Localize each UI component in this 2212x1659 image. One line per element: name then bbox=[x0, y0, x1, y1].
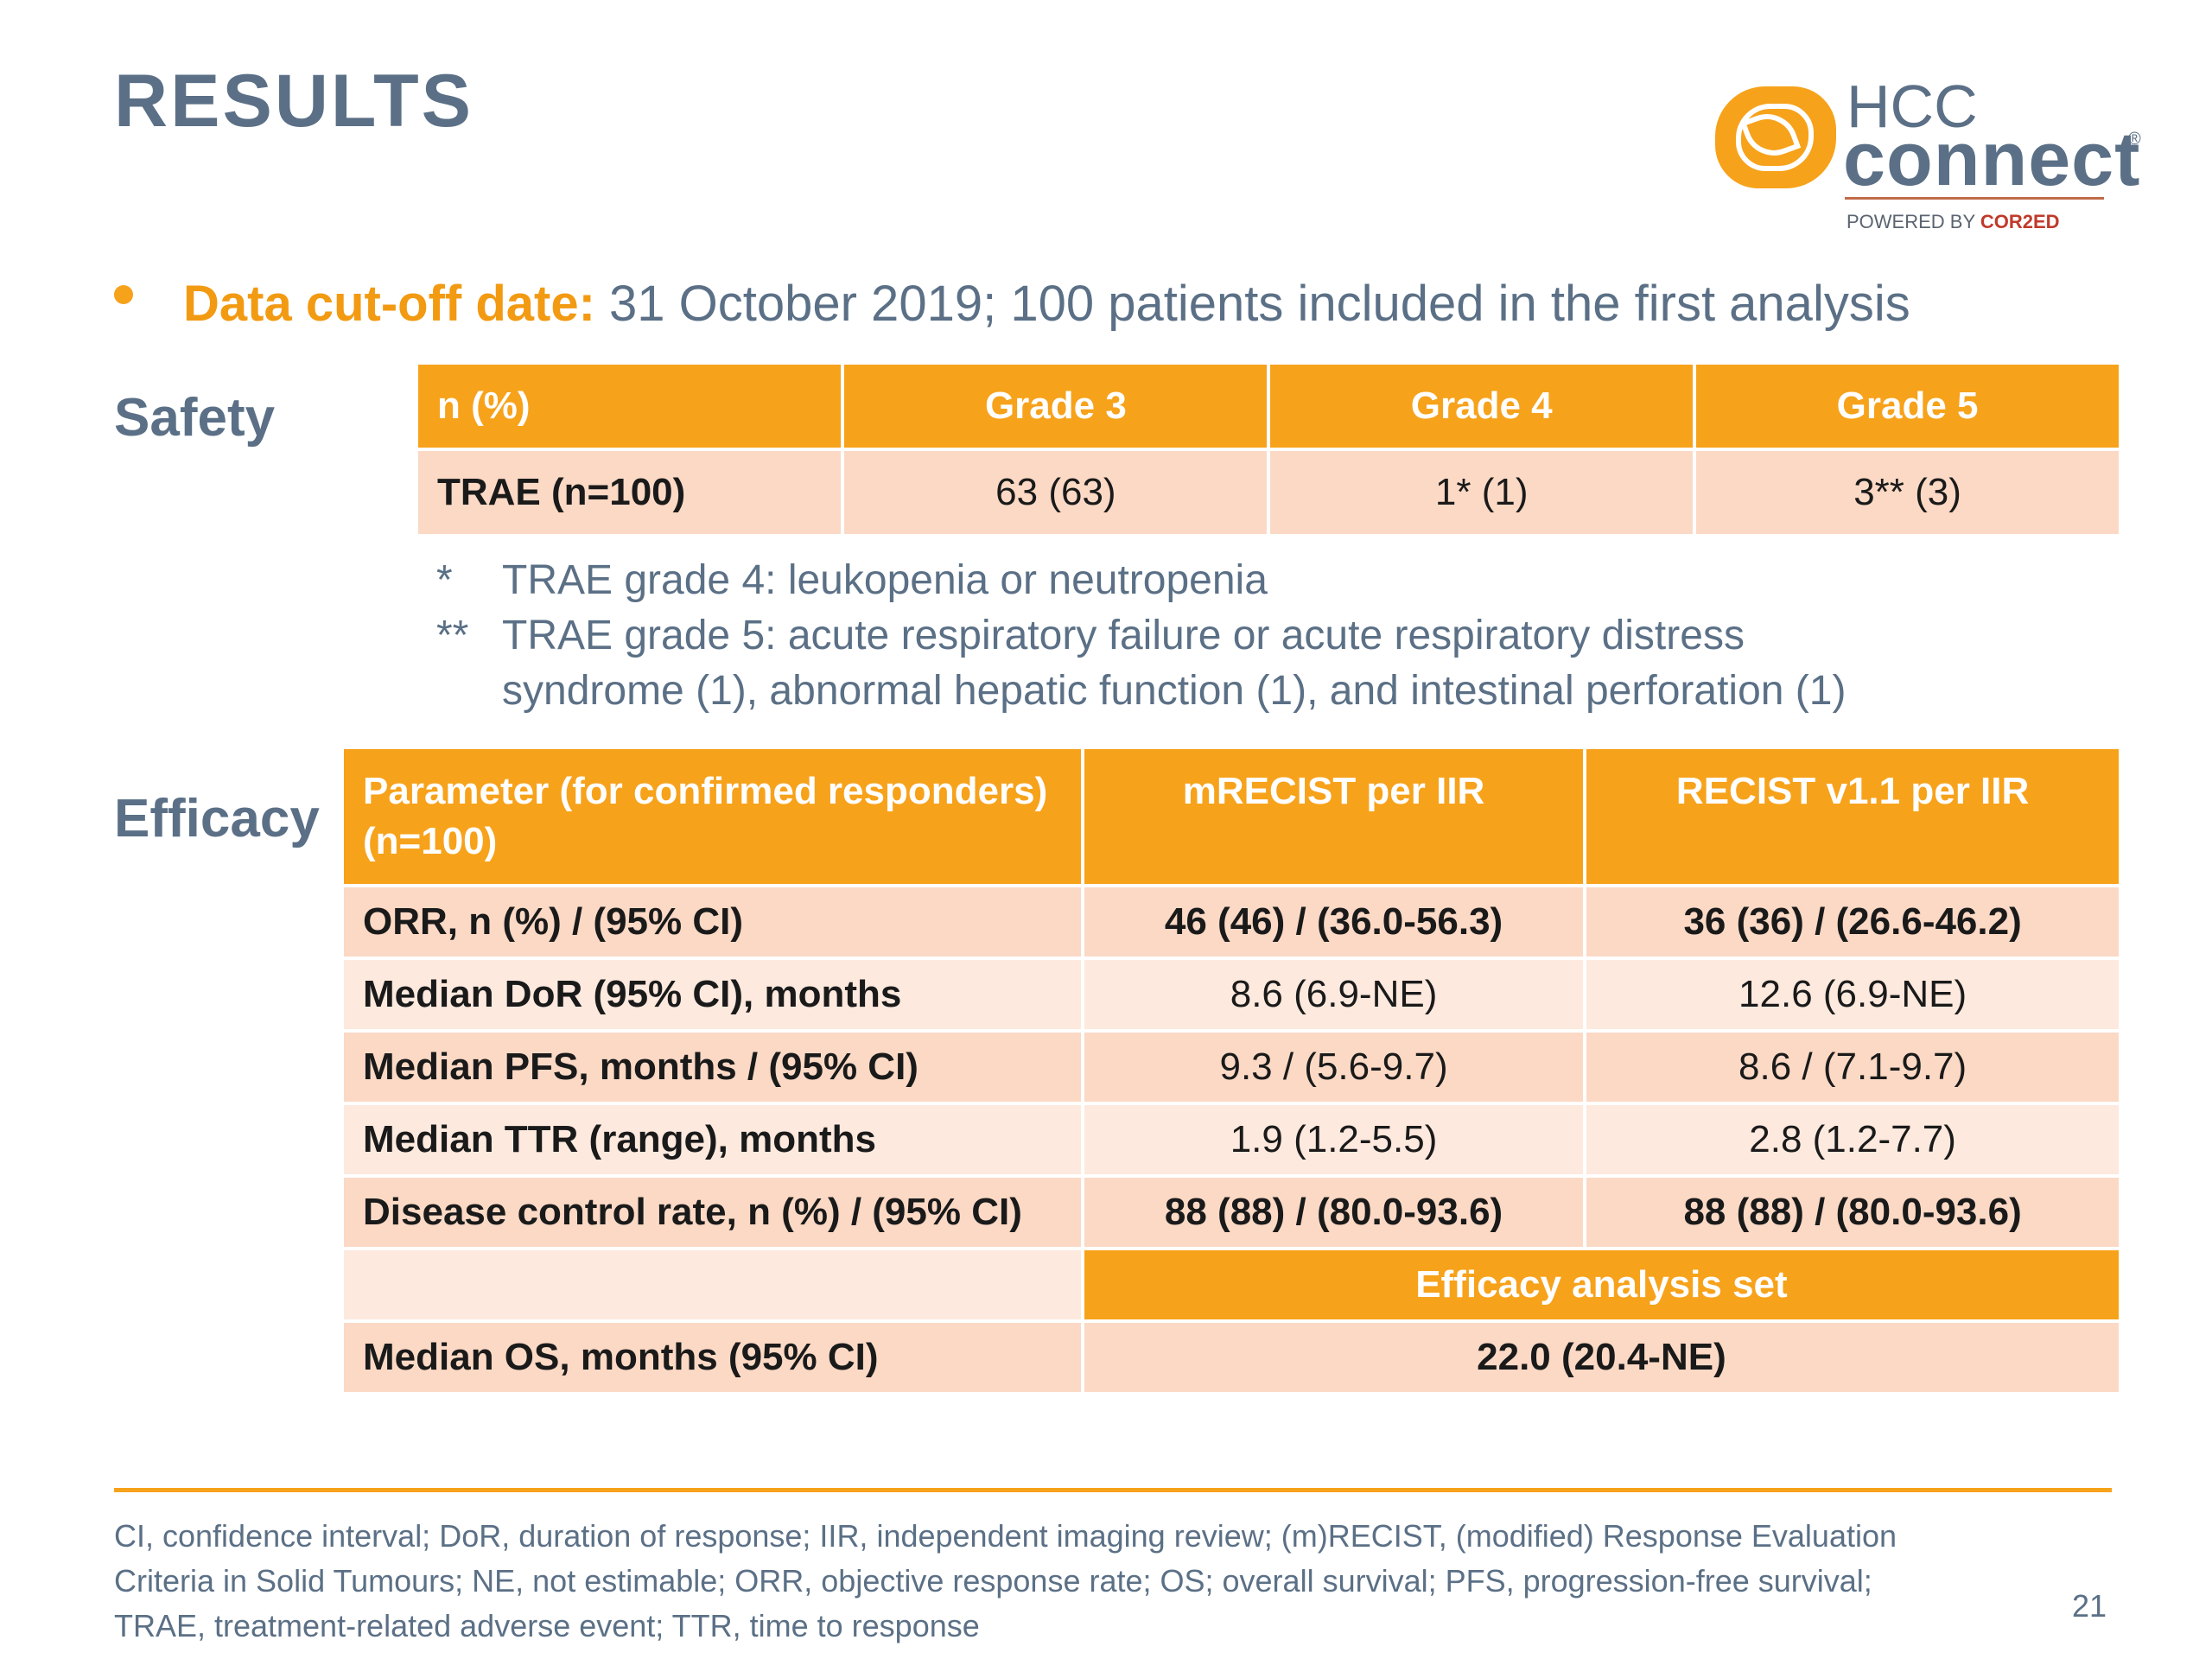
table-row: Median OS, months (95% CI) 22.0 (20.4-NE… bbox=[344, 1323, 2119, 1392]
safety-cell: 1* (1) bbox=[1270, 451, 1694, 534]
page-number: 21 bbox=[2072, 1588, 2107, 1624]
footer-divider bbox=[114, 1488, 2112, 1492]
efficacy-param-cell: Disease control rate, n (%) / (95% CI) bbox=[344, 1178, 1081, 1247]
safety-header-cell: Grade 4 bbox=[1270, 365, 1694, 448]
footnote: * TRAE grade 4: leukopenia or neutropeni… bbox=[436, 553, 1846, 608]
footer-line: Criteria in Solid Tumours; NE, not estim… bbox=[114, 1563, 1872, 1599]
bullet-highlight: Data cut-off date: bbox=[183, 276, 595, 332]
table-row: Median DoR (95% CI), months 8.6 (6.9-NE)… bbox=[344, 960, 2119, 1029]
efficacy-value-cell: 9.3 / (5.6-9.7) bbox=[1084, 1033, 1584, 1102]
table-row: Median PFS, months / (95% CI) 9.3 / (5.6… bbox=[344, 1033, 2119, 1102]
table-row: TRAE (n=100) 63 (63) 1* (1) 3** (3) bbox=[418, 451, 2119, 534]
efficacy-value-cell: 1.9 (1.2-5.5) bbox=[1084, 1105, 1584, 1174]
safety-header-row: n (%) Grade 3 Grade 4 Grade 5 bbox=[418, 365, 2119, 448]
efficacy-header-mrecist: mRECIST per IIR bbox=[1084, 749, 1584, 884]
logo-registered-mark: ® bbox=[2128, 130, 2141, 149]
table-row: Disease control rate, n (%) / (95% CI) 8… bbox=[344, 1178, 2119, 1247]
footnote-text: TRAE grade 4: leukopenia or neutropenia bbox=[502, 557, 1268, 603]
logo-leaf-icon bbox=[1715, 86, 1836, 188]
bullet-text: 31 October 2019; 100 patients included i… bbox=[594, 276, 1910, 332]
footer-line: CI, confidence interval; DoR, duration o… bbox=[114, 1518, 1897, 1554]
efficacy-value-cell: 2.8 (1.2-7.7) bbox=[1586, 1105, 2119, 1174]
safety-header-cell: Grade 5 bbox=[1696, 365, 2119, 448]
footnote: syndrome (1), abnormal hepatic function … bbox=[436, 664, 1846, 719]
bullet-icon bbox=[114, 285, 133, 304]
efficacy-analysis-set-header: Efficacy analysis set bbox=[1084, 1250, 2119, 1319]
logo-connect-text: connect bbox=[1843, 116, 2141, 201]
safety-section-label: Safety bbox=[114, 388, 276, 448]
footnote-mark: * bbox=[436, 557, 453, 603]
empty-cell bbox=[344, 1250, 1081, 1319]
footnote-text: TRAE grade 5: acute respiratory failure … bbox=[502, 613, 1745, 658]
page-title: RESULTS bbox=[114, 60, 474, 143]
safety-cell: TRAE (n=100) bbox=[418, 451, 842, 534]
footnote-mark: ** bbox=[436, 613, 469, 658]
efficacy-table: Parameter (for confirmed responders) (n=1… bbox=[340, 746, 2122, 1395]
safety-cell: 3** (3) bbox=[1696, 451, 2119, 534]
efficacy-param-cell: Median TTR (range), months bbox=[344, 1105, 1081, 1174]
efficacy-value-cell: 46 (46) / (36.0-56.3) bbox=[1084, 887, 1584, 957]
efficacy-param-cell: Median PFS, months / (95% CI) bbox=[344, 1033, 1081, 1102]
efficacy-header-recist: RECIST v1.1 per IIR bbox=[1586, 749, 2119, 884]
table-row: ORR, n (%) / (95% CI) 46 (46) / (36.0-56… bbox=[344, 887, 2119, 957]
efficacy-value-cell: 8.6 (6.9-NE) bbox=[1084, 960, 1584, 1029]
safety-table: n (%) Grade 3 Grade 4 Grade 5 TRAE (n=10… bbox=[415, 361, 2122, 537]
logo-divider bbox=[1845, 197, 2104, 200]
abbreviations-footer: CI, confidence interval; DoR, duration o… bbox=[114, 1514, 2050, 1649]
efficacy-value-cell: 88 (88) / (80.0-93.6) bbox=[1586, 1178, 2119, 1247]
efficacy-param-cell: ORR, n (%) / (95% CI) bbox=[344, 887, 1081, 957]
table-row: Median TTR (range), months 1.9 (1.2-5.5)… bbox=[344, 1105, 2119, 1174]
safety-header-cell: Grade 3 bbox=[844, 365, 1268, 448]
safety-cell: 63 (63) bbox=[844, 451, 1268, 534]
safety-header-cell: n (%) bbox=[418, 365, 842, 448]
data-cutoff-bullet: Data cut-off date: 31 October 2019; 100 … bbox=[183, 275, 1910, 333]
efficacy-value-cell: 88 (88) / (80.0-93.6) bbox=[1084, 1178, 1584, 1247]
logo-powered-by: POWERED BY COR2ED bbox=[1847, 211, 2060, 232]
analysis-set-row: Efficacy analysis set bbox=[344, 1250, 2119, 1319]
efficacy-param-cell: Median DoR (95% CI), months bbox=[344, 960, 1081, 1029]
footnote: ** TRAE grade 5: acute respiratory failu… bbox=[436, 608, 1846, 664]
efficacy-value-cell: 36 (36) / (26.6-46.2) bbox=[1586, 887, 2119, 957]
hcc-connect-logo: HCC connect ® POWERED BY COR2ED bbox=[1715, 76, 2147, 240]
efficacy-value-cell: 22.0 (20.4-NE) bbox=[1084, 1323, 2119, 1392]
efficacy-value-cell: 8.6 / (7.1-9.7) bbox=[1586, 1033, 2119, 1102]
logo-hcc-text: HCC bbox=[1847, 73, 1978, 140]
efficacy-header-row: Parameter (for confirmed responders) (n=1… bbox=[344, 749, 2119, 884]
footnote-text: syndrome (1), abnormal hepatic function … bbox=[502, 668, 1847, 714]
safety-footnotes: * TRAE grade 4: leukopenia or neutropeni… bbox=[436, 553, 1846, 719]
efficacy-header-param: Parameter (for confirmed responders) (n=1… bbox=[344, 749, 1081, 884]
efficacy-section-label: Efficacy bbox=[114, 789, 320, 849]
efficacy-param-cell: Median OS, months (95% CI) bbox=[344, 1323, 1081, 1392]
efficacy-value-cell: 12.6 (6.9-NE) bbox=[1586, 960, 2119, 1029]
footer-line: TRAE, treatment-related adverse event; T… bbox=[114, 1608, 980, 1643]
